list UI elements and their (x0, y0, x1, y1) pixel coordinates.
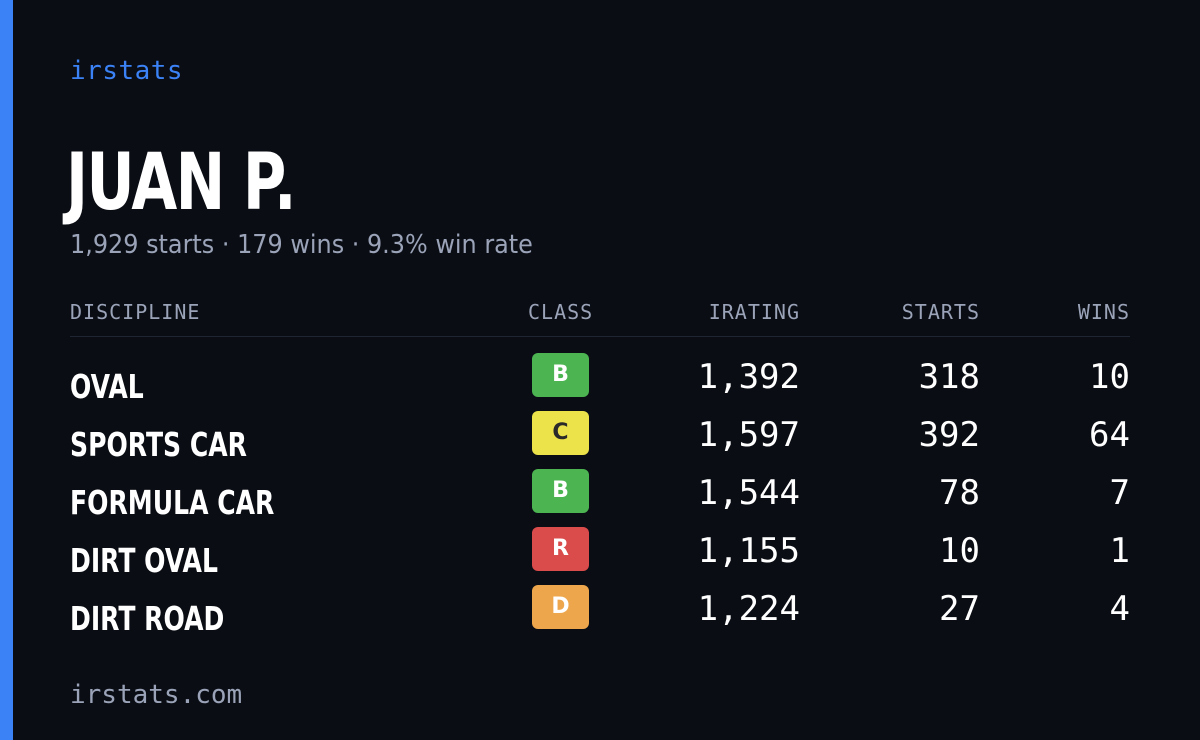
discipline-name: DIRT ROAD (70, 599, 225, 638)
class-badge: C (532, 411, 589, 455)
irating-value: 1,544 (697, 473, 800, 513)
wins-value: 7 (1109, 473, 1130, 513)
starts-value: 392 (918, 415, 980, 455)
starts-value: 78 (939, 473, 980, 513)
irating-value: 1,224 (697, 589, 800, 629)
header-discipline: DISCIPLINE (70, 300, 201, 324)
table-row: FORMULA CAR B 1,544 78 7 (70, 469, 1130, 527)
irating-value: 1,597 (697, 415, 800, 455)
brand-logo-text: irstats (70, 56, 184, 86)
discipline-name: OVAL (70, 367, 144, 406)
irating-value: 1,155 (697, 531, 800, 571)
irating-value: 1,392 (697, 357, 800, 397)
table-header: DISCIPLINE CLASS IRATING STARTS WINS (70, 296, 1130, 337)
table-row: DIRT ROAD D 1,224 27 4 (70, 585, 1130, 643)
class-badge: R (532, 527, 589, 571)
header-irating: IRATING (708, 300, 800, 324)
discipline-name: FORMULA CAR (70, 483, 275, 522)
class-badge: D (532, 585, 589, 629)
wins-value: 64 (1089, 415, 1130, 455)
discipline-name: DIRT OVAL (70, 541, 218, 580)
stats-table: DISCIPLINE CLASS IRATING STARTS WINS OVA… (70, 296, 1130, 643)
header-starts: STARTS (901, 300, 980, 324)
class-badge: B (532, 469, 589, 513)
table-row: OVAL B 1,392 318 10 (70, 353, 1130, 411)
driver-summary: 1,929 starts · 179 wins · 9.3% win rate (70, 230, 533, 260)
table-row: DIRT OVAL R 1,155 10 1 (70, 527, 1130, 585)
wins-value: 4 (1109, 589, 1130, 629)
driver-name: JUAN P. (66, 138, 296, 228)
wins-value: 1 (1109, 531, 1130, 571)
starts-value: 27 (939, 589, 980, 629)
table-row: SPORTS CAR C 1,597 392 64 (70, 411, 1130, 469)
starts-value: 10 (939, 531, 980, 571)
starts-value: 318 (918, 357, 980, 397)
footer-url: irstats.com (70, 680, 243, 710)
accent-bar (0, 0, 13, 740)
header-wins: WINS (1077, 300, 1130, 324)
table-body: OVAL B 1,392 318 10 SPORTS CAR C 1,597 3… (70, 337, 1130, 643)
class-badge: B (532, 353, 589, 397)
wins-value: 10 (1089, 357, 1130, 397)
discipline-name: SPORTS CAR (70, 425, 247, 464)
header-class: CLASS (528, 300, 594, 324)
